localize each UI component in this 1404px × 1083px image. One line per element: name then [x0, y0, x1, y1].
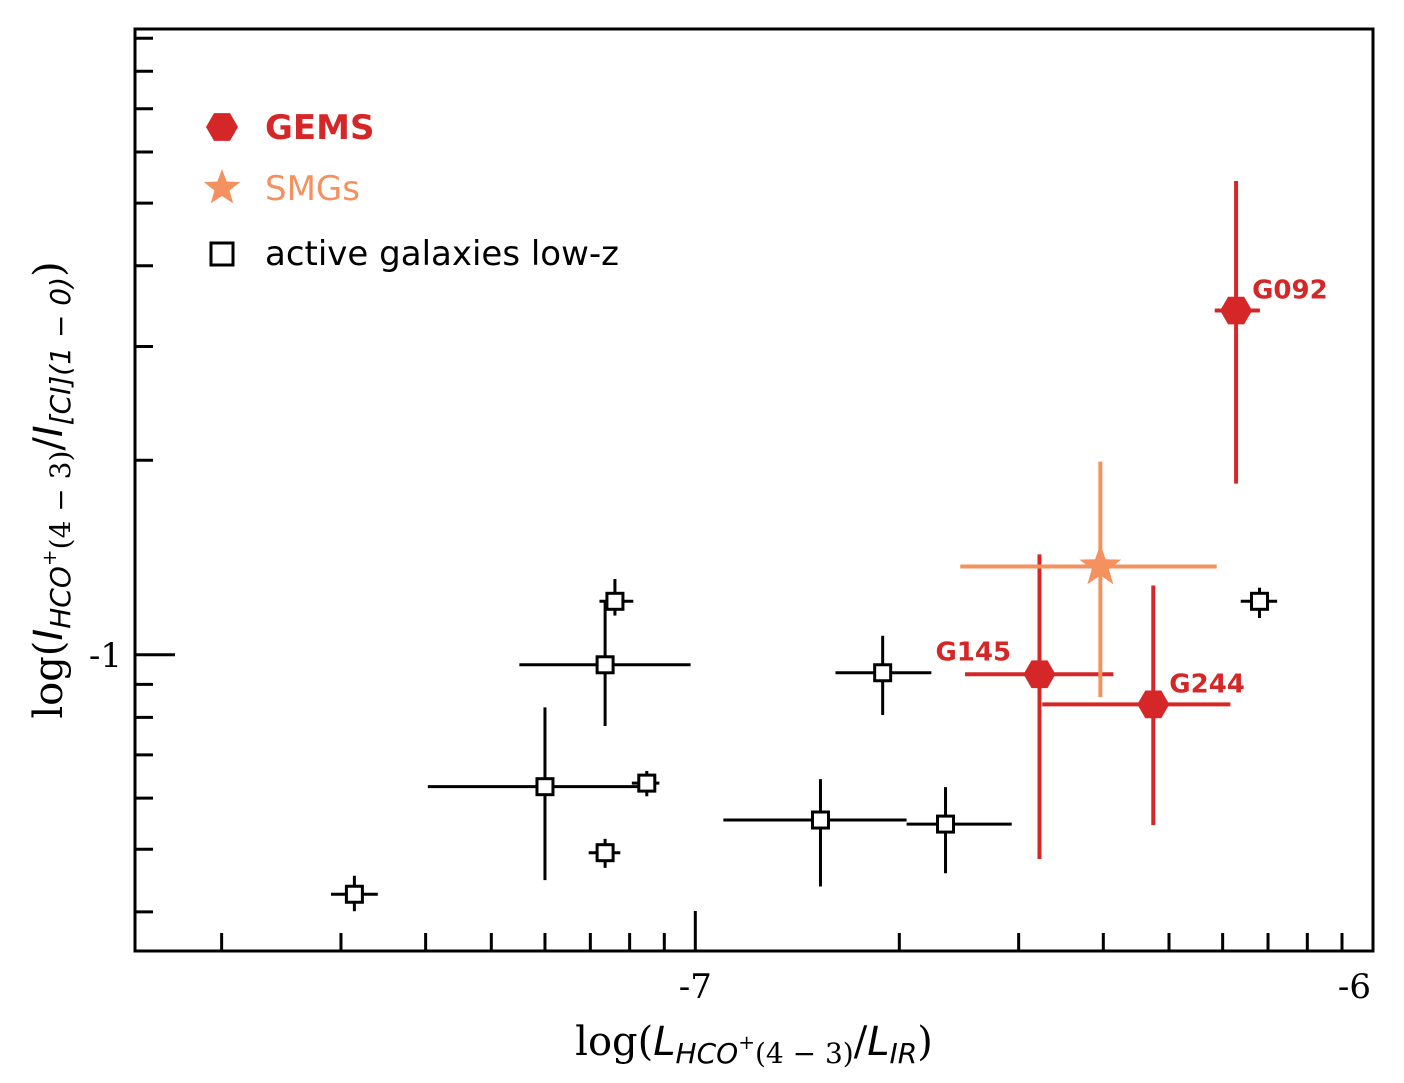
point-label-g092: G092: [1252, 276, 1328, 306]
active-galaxy-point: [810, 810, 830, 830]
x-tick-label: -6: [1338, 967, 1371, 1007]
legend: GEMS SMGs active galaxies low-z: [203, 108, 619, 274]
legend-marker-smgs: [203, 169, 241, 204]
y-axis-label: log(IHCO+(4 − 3)/I[CI](1 − 0)): [26, 261, 77, 718]
legend-label-gems: GEMS: [265, 108, 374, 148]
y-tick-label: -1: [89, 636, 122, 676]
gems-point: [1137, 690, 1170, 719]
gems-point: [1023, 660, 1056, 689]
active-galaxy-point: [873, 663, 893, 683]
plot-frame: [133, 27, 1375, 953]
point-label-g145: G145: [935, 637, 1011, 667]
point-labels: G092 G145 G244: [935, 276, 1327, 700]
major-ticks: -7 -6 -1: [89, 636, 1375, 1007]
active-galaxy-point: [344, 884, 364, 904]
active-galaxy-point: [605, 591, 625, 611]
legend-marker-active-galaxies: [209, 241, 235, 267]
data-markers: [344, 296, 1269, 904]
x-tick-label: -7: [679, 967, 712, 1007]
active-galaxy-point: [535, 777, 555, 797]
minor-ticks: [135, 36, 1344, 951]
legend-label-active-galaxies: active galaxies low-z: [265, 234, 619, 274]
point-label-g244: G244: [1169, 669, 1245, 699]
error-bars: [330, 181, 1278, 912]
legend-marker-gems: [206, 113, 238, 141]
active-galaxy-point: [1249, 591, 1269, 611]
legend-label-smgs: SMGs: [265, 169, 360, 209]
smgs-point: [1079, 544, 1122, 585]
active-galaxy-point: [936, 814, 956, 834]
active-galaxy-point: [595, 843, 615, 863]
gems-point: [1220, 296, 1253, 325]
active-galaxy-point: [637, 773, 657, 793]
active-galaxy-point: [595, 655, 615, 675]
x-axis-label: log(LHCO+(4 − 3)/LIR): [575, 1019, 933, 1070]
